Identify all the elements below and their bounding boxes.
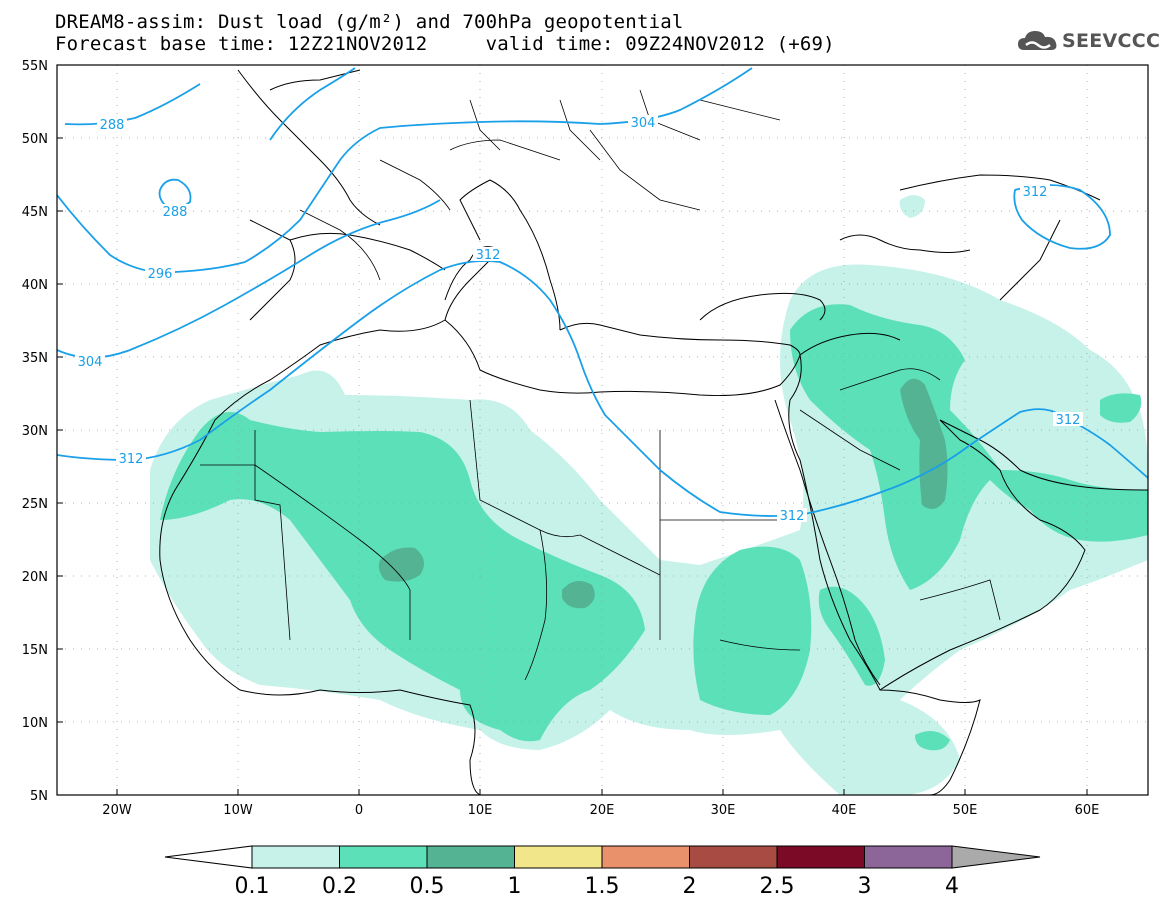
lat-label: 50N [22,132,48,147]
contour-label: 288 [163,205,188,220]
forecast-times: Forecast base time: 12Z21NOV2012 valid t… [55,33,835,55]
contour-288-loop [158,178,192,209]
colorbar-swatch [339,845,428,869]
map-title: DREAM8-assim: Dust load (g/m²) and 700hP… [55,11,684,33]
lon-label: 60E [1075,803,1100,818]
lon-label: 20W [102,803,132,818]
colorbar-label: 0.5 [410,874,445,899]
colorbar-label: 0.1 [235,874,270,899]
colorbar [164,845,1041,869]
colorbar-label: 2 [683,874,697,899]
logo-text: SEEVCCC [1062,30,1161,52]
lat-label: 25N [22,497,48,512]
contour-label: 312 [1056,413,1081,428]
colorbar-label: 0.2 [322,874,357,899]
contour-label: 312 [119,452,144,467]
lat-label: 10N [22,716,48,731]
contour-label: 312 [476,248,501,263]
contour-312 [57,260,1148,517]
colorbar-swatch [689,845,778,869]
latitude-labels: 55N 50N 45N 40N 35N 30N 25N 20N 15N 10N … [22,59,48,804]
lat-label: 15N [22,643,48,658]
dust-area-dark-niger [378,547,424,582]
colorbar-label: 2.5 [760,874,795,899]
colorbar-swatch [601,845,690,869]
contour-label: 312 [1023,185,1048,200]
lon-label: 50E [953,803,978,818]
colorbar-swatch [864,845,953,869]
longitude-labels: 20W 10W 0 10E 20E 30E 40E 50E 60E [102,803,1099,818]
dust-area-mid-redsea [818,586,885,686]
lon-label: 10E [468,803,493,818]
lon-label: 30E [711,803,736,818]
contour-label: 288 [100,118,125,133]
coastlines [159,69,1148,795]
dust-load-shading [150,195,1148,795]
dust-area-mid-somalia [915,731,950,751]
dust-area-light-caucasus [899,195,925,218]
contour-label: 304 [631,116,656,131]
lat-label: 45N [22,205,48,220]
dust-area-mid-iran [1100,393,1142,423]
tick-marks [57,137,1088,795]
graticule [57,65,1148,795]
colorbar-swatch [251,845,340,869]
contour-label: 304 [78,355,103,370]
lon-label: 40E [832,803,857,818]
colorbar-label: 3 [858,874,872,899]
lat-label: 5N [30,789,48,804]
contour-label: 312 [780,509,805,524]
contour-288-north [64,83,201,126]
contour-304 [57,199,441,359]
colorbar-labels: 0.1 0.2 0.5 1 1.5 2 2.5 3 4 [235,874,960,899]
contour-296 [57,67,753,274]
colorbar-under-arrow [164,845,253,869]
colorbar-label: 1 [508,874,522,899]
cloud-icon [1018,31,1057,50]
country-borders [200,89,1001,681]
contour-296-west [269,67,356,141]
colorbar-swatch [426,845,515,869]
lat-label: 20N [22,570,48,585]
seevccc-logo: SEEVCCC [1016,28,1160,56]
lon-label: 0 [355,803,363,818]
dust-area-mid-sudan [693,546,812,715]
colorbar-swatch [514,845,603,869]
colorbar-over-arrow [951,845,1041,869]
contour-312-caspian [1013,184,1111,250]
lon-label: 20E [590,803,615,818]
lat-label: 55N [22,59,48,74]
lon-label: 10W [223,803,253,818]
contour-label: 296 [148,267,173,282]
colorbar-swatch [776,845,865,869]
dust-area-dark-chad [562,581,595,609]
dust-area-dark-iraq [900,378,948,509]
lat-label: 35N [22,351,48,366]
contour-labels: 288 288 296 304 304 312 312 312 312 312 [75,115,1083,524]
colorbar-label: 1.5 [585,874,620,899]
lat-label: 40N [22,278,48,293]
dust-area-mid-arabia [790,304,1148,590]
dust-area-mid-morocco [200,437,237,470]
colorbar-label: 4 [945,874,959,899]
lat-label: 30N [22,424,48,439]
